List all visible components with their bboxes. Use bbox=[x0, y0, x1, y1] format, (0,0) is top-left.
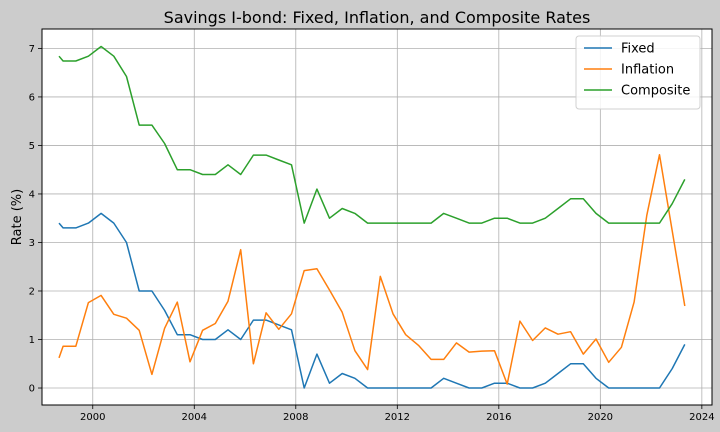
series-line-inflation bbox=[58, 153, 686, 385]
ticks: 2000 2004 2008 2012 2016 2020 2024 0 1 2 3 4 5 6 7 bbox=[29, 44, 715, 423]
y-tick-label: 7 bbox=[29, 44, 35, 55]
x-tick-label: 2024 bbox=[689, 412, 714, 423]
y-axis-label: Rate (%) bbox=[10, 189, 25, 245]
y-tick-label: 0 bbox=[29, 384, 35, 395]
y-tick-label: 6 bbox=[29, 92, 35, 103]
y-tick-label: 4 bbox=[29, 189, 35, 200]
x-tick-label: 2000 bbox=[80, 412, 105, 423]
legend-label-inflation: Inflation bbox=[621, 63, 674, 78]
series-lines bbox=[58, 45, 686, 389]
chart-title: Savings I-bond: Fixed, Inflation, and Co… bbox=[164, 8, 591, 27]
y-tick-label: 1 bbox=[29, 335, 35, 346]
y-tick-label: 3 bbox=[29, 238, 35, 249]
legend-label-composite: Composite bbox=[621, 84, 690, 99]
legend-label-fixed: Fixed bbox=[621, 42, 655, 57]
x-tick-label: 2012 bbox=[385, 412, 410, 423]
x-tick-label: 2008 bbox=[283, 412, 308, 423]
x-tick-label: 2020 bbox=[588, 412, 613, 423]
x-tick-label: 2004 bbox=[182, 412, 207, 423]
legend: Fixed Inflation Composite bbox=[575, 35, 701, 110]
plot-frame bbox=[41, 28, 713, 406]
x-tick-label: 2016 bbox=[486, 412, 511, 423]
y-tick-label: 2 bbox=[29, 286, 35, 297]
y-tick-label: 5 bbox=[29, 141, 35, 152]
series-line-fixed bbox=[58, 212, 686, 389]
series-line-composite bbox=[58, 45, 686, 224]
